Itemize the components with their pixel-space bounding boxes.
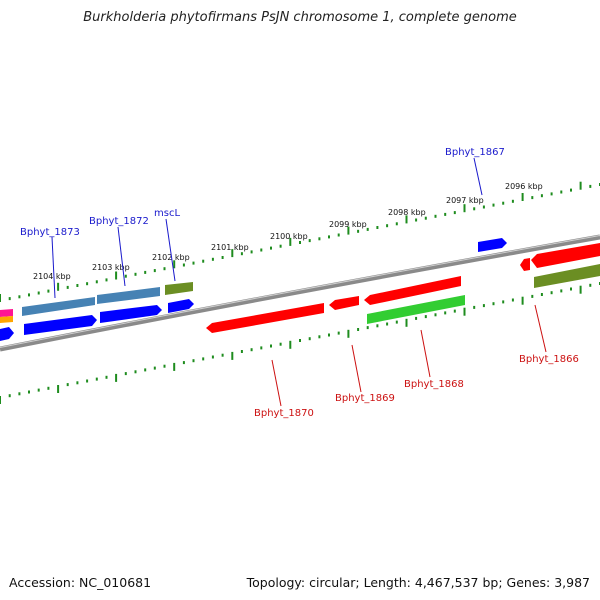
genome-backbone	[0, 234, 600, 352]
gene-label-bphyt-1872[interactable]: Bphyt_1872	[89, 216, 149, 227]
genome-summary-text: Topology: circular; Length: 4,467,537 bp…	[246, 575, 590, 590]
leader-bphyt-1870	[271, 359, 282, 407]
leader-bphyt-1869	[351, 344, 362, 393]
feature-steel-bphyt-1873[interactable]	[22, 297, 95, 316]
feature-edge-orange[interactable]	[0, 316, 13, 323]
map-title: Burkholderia phytofirmans PsJN chromosom…	[83, 10, 517, 25]
leader-mscl	[165, 218, 176, 282]
tick-labels: 2104 kbp 2103 kbp 2102 kbp 2101 kbp 2100…	[33, 182, 543, 281]
leader-bphyt-1872	[117, 226, 126, 287]
tick-label: 2100 kbp	[270, 232, 308, 241]
feature-track	[0, 238, 600, 341]
tick-label: 2102 kbp	[152, 253, 190, 262]
tick-label: 2098 kbp	[388, 208, 426, 217]
feature-blue-bphyt-1867[interactable]	[478, 238, 507, 252]
feature-green-bphyt-1868[interactable]	[367, 295, 465, 324]
feature-red-bphyt-1866-a[interactable]	[520, 258, 530, 271]
feature-steel-bphyt-1872[interactable]	[97, 287, 160, 304]
leader-bphyt-1866	[534, 304, 547, 353]
gene-label-bphyt-1873[interactable]: Bphyt_1873	[20, 227, 80, 238]
tick-label: 2103 kbp	[92, 263, 130, 272]
gene-label-bphyt-1869[interactable]: Bphyt_1869	[335, 393, 395, 404]
tick-label: 2104 kbp	[33, 272, 71, 281]
tick-label: 2097 kbp	[446, 196, 484, 205]
feature-red-bphyt-1869[interactable]	[329, 296, 359, 310]
accession-text: Accession: NC_010681	[9, 575, 152, 590]
leader-bphyt-1867	[473, 157, 483, 196]
gene-labels: Bphyt_1873 Bphyt_1872 mscL Bphyt_1867 Bp…	[20, 147, 579, 419]
feature-edge-blue[interactable]	[0, 327, 14, 341]
leader-bphyt-1873	[51, 236, 56, 299]
gene-label-bphyt-1868[interactable]: Bphyt_1868	[404, 379, 464, 390]
upper-tick-ruler	[0, 181, 600, 302]
feature-olive-bphyt-1866[interactable]	[534, 264, 600, 288]
feature-blue-bphyt-1873[interactable]	[24, 315, 97, 335]
gene-label-bphyt-1870[interactable]: Bphyt_1870	[254, 408, 314, 419]
tick-label: 2101 kbp	[211, 243, 249, 252]
tick-label: 2096 kbp	[505, 182, 543, 191]
tick-label: 2099 kbp	[329, 220, 367, 229]
feature-blue-bphyt-1872[interactable]	[100, 305, 162, 323]
feature-red-bphyt-1870[interactable]	[206, 303, 324, 333]
genome-backbone-highlight	[0, 235, 600, 348]
feature-blue-mscl[interactable]	[168, 299, 194, 313]
feature-red-bphyt-1866-b[interactable]	[531, 243, 600, 268]
leader-bphyt-1868	[420, 329, 431, 378]
lower-tick-ruler	[0, 282, 600, 404]
gene-label-mscl[interactable]: mscL	[154, 208, 180, 219]
feature-edge-magenta[interactable]	[0, 309, 13, 317]
gene-label-bphyt-1866[interactable]: Bphyt_1866	[519, 354, 579, 365]
label-leaders	[51, 157, 547, 407]
feature-olive-mscl[interactable]	[165, 282, 193, 295]
feature-red-bphyt-1868[interactable]	[364, 276, 461, 305]
gene-label-bphyt-1867[interactable]: Bphyt_1867	[445, 147, 505, 158]
